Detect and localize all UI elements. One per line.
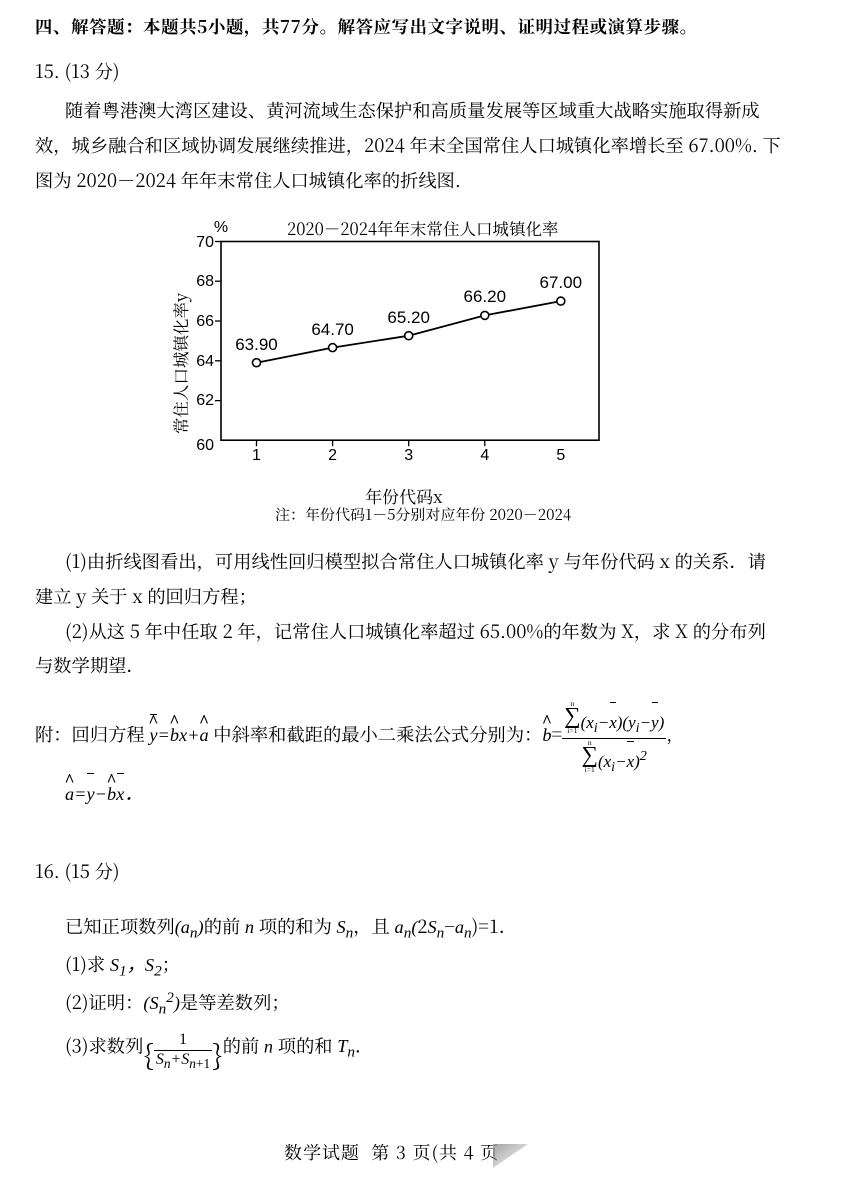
svg-text:66.20: 66.20 — [464, 287, 507, 306]
svg-text:%: % — [214, 219, 228, 236]
svg-text:2: 2 — [328, 447, 337, 464]
svg-text:5: 5 — [556, 447, 565, 464]
svg-text:64: 64 — [196, 353, 214, 370]
svg-text:62: 62 — [196, 392, 214, 409]
svg-text:68: 68 — [196, 273, 214, 290]
svg-text:64.70: 64.70 — [311, 320, 354, 339]
svg-text:66: 66 — [196, 313, 214, 330]
svg-text:65.20: 65.20 — [387, 308, 430, 327]
svg-text:60: 60 — [196, 437, 214, 454]
svg-text:1: 1 — [252, 447, 261, 464]
svg-text:3: 3 — [404, 447, 413, 464]
svg-text:63.90: 63.90 — [235, 335, 278, 354]
svg-text:4: 4 — [480, 447, 489, 464]
svg-text:70: 70 — [196, 234, 214, 251]
svg-text:67.00: 67.00 — [540, 273, 583, 292]
